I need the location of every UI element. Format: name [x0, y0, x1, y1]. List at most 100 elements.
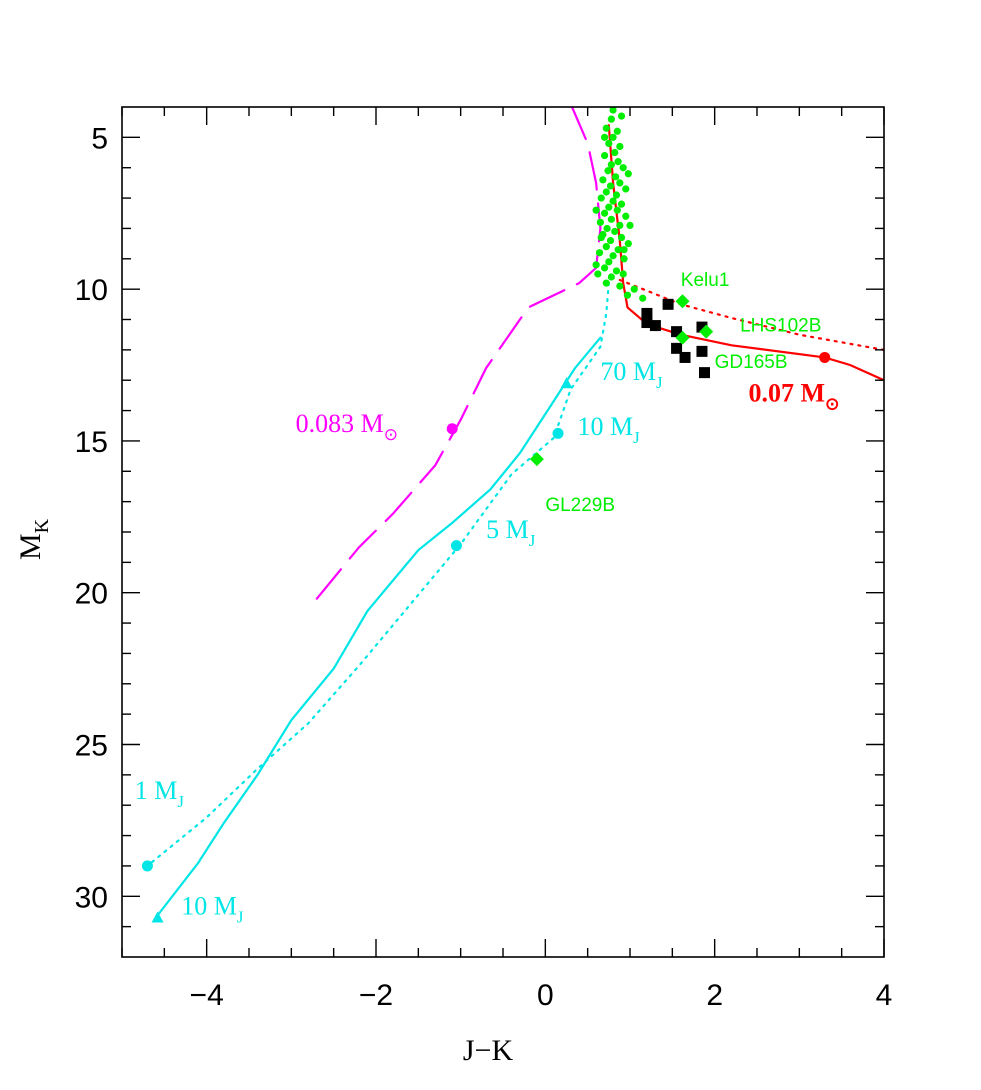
green-dot-point	[623, 291, 632, 299]
mass-70mj-sub: J	[656, 373, 663, 392]
green-dot-point	[607, 161, 615, 169]
mass-1mj-sub: J	[177, 792, 184, 811]
label-gl229b-main: GL229B	[545, 495, 615, 516]
label-gd165b-main: GD165B	[715, 352, 788, 373]
green-dot-point	[605, 139, 613, 148]
green-dot-point	[620, 255, 628, 263]
green-dot-point	[622, 212, 630, 220]
green-dot-point	[609, 133, 617, 141]
green-diamond-point	[529, 452, 544, 467]
mass-10mj-lower: 10 MJ	[181, 892, 244, 927]
label-kelu1-main: Kelu1	[681, 270, 730, 291]
model-curves	[146, 107, 884, 919]
green-dot-point	[616, 142, 624, 151]
green-dot-point	[622, 185, 630, 193]
axes: −4 −2 0 2 4 5 10 15 20 25 30 J−K MK	[14, 106, 892, 1067]
x-tick-label: 0	[537, 979, 554, 1012]
curve-circle-marker	[450, 540, 462, 552]
y-axis-title: MK	[14, 518, 53, 560]
curve-circle-marker	[552, 427, 564, 439]
green-dot-point	[595, 249, 604, 257]
green-dot-point	[599, 176, 607, 184]
mass-0083: 0.083 M⊙	[296, 409, 398, 444]
green-dot-point	[601, 151, 609, 160]
green-dot-point	[602, 243, 610, 251]
green-dot-point	[609, 197, 617, 205]
green-dot-point	[612, 173, 620, 181]
green-dot-point	[626, 221, 634, 229]
green-dot-point	[617, 233, 626, 242]
green-dot-point	[617, 112, 626, 120]
mass-5mj-main: 5 M	[486, 515, 529, 544]
mass-0083-sub: ⊙	[384, 425, 398, 444]
green-dot-point	[607, 215, 615, 223]
mass-0083-main: 0.083 M	[296, 409, 384, 438]
green-dot-point	[609, 106, 617, 114]
green-dot-point	[630, 285, 638, 293]
y-tick-label: 20	[75, 578, 108, 611]
curve-circle-marker	[141, 860, 153, 872]
mass-10mj-lower-sub: J	[237, 908, 244, 927]
green-dot-point	[612, 267, 621, 275]
series-line-2	[618, 278, 884, 351]
black-square-point	[671, 326, 683, 338]
green-diamond-point	[675, 294, 690, 309]
green-dot-point	[616, 179, 624, 187]
black-square-point	[699, 367, 711, 379]
green-dot-point	[613, 127, 621, 135]
label-lhs102b: LHS102B	[740, 316, 821, 337]
black-square-point	[696, 345, 708, 357]
green-dot-point	[612, 191, 621, 199]
green-dot-point	[624, 240, 632, 248]
black-square-point	[649, 320, 661, 332]
x-tick-label: −4	[190, 979, 224, 1012]
green-diamond-point	[675, 330, 690, 345]
curve-triangle-marker	[151, 911, 164, 923]
green-dot-point	[609, 252, 617, 260]
green-dot-point	[639, 294, 647, 302]
green-dot-point	[611, 148, 619, 157]
label-kelu1: Kelu1	[681, 270, 730, 291]
y-tick-label: 25	[75, 730, 108, 763]
green-dot-point	[619, 270, 627, 278]
green-dot-point	[602, 124, 610, 132]
y-axis-title-main: M	[14, 533, 47, 560]
curve-circle-marker	[446, 423, 458, 435]
black-square-point	[679, 351, 691, 363]
x-tick-label: −2	[359, 979, 393, 1012]
green-dot-point	[592, 206, 600, 214]
mass-007-main: 0.07 M	[749, 378, 826, 407]
green-dot-point	[611, 227, 619, 236]
curve-circle-marker	[819, 351, 831, 363]
mass-70mj-main: 70 M	[600, 357, 656, 386]
y-axis-title-sub: K	[31, 518, 53, 533]
green-dot-point	[596, 218, 604, 226]
green-dot-point	[620, 246, 628, 254]
green-dot-point	[602, 279, 610, 287]
y-tick-label: 30	[75, 881, 108, 914]
data-points	[141, 106, 831, 923]
mass-1mj: 1 MJ	[135, 776, 185, 811]
mass-10mj-upper-main: 10 M	[578, 412, 634, 441]
y-tick-label: 10	[75, 274, 108, 307]
x-axis-title: J−K	[463, 1034, 514, 1067]
series-line-4	[146, 282, 610, 867]
label-lhs102b-main: LHS102B	[740, 316, 821, 337]
mass-10mj-upper: 10 MJ	[578, 412, 641, 447]
green-dot-point	[624, 170, 632, 178]
x-tick-label: 2	[706, 979, 723, 1012]
black-square-point	[662, 298, 674, 310]
green-dot-point	[594, 270, 602, 278]
green-dot-point	[614, 158, 622, 166]
label-gl229b: GL229B	[545, 495, 615, 516]
green-dot-point	[601, 133, 609, 141]
black-square-point	[671, 342, 683, 354]
series-line-3	[154, 336, 602, 919]
black-square-point	[641, 307, 653, 319]
black-square-point	[696, 321, 708, 333]
y-tick-label: 15	[75, 426, 108, 459]
mass-007-sub: ⊙	[825, 394, 839, 413]
green-dot-point	[602, 188, 610, 196]
mass-10mj-upper-sub: J	[633, 428, 640, 447]
curve-triangle-marker	[560, 377, 573, 389]
